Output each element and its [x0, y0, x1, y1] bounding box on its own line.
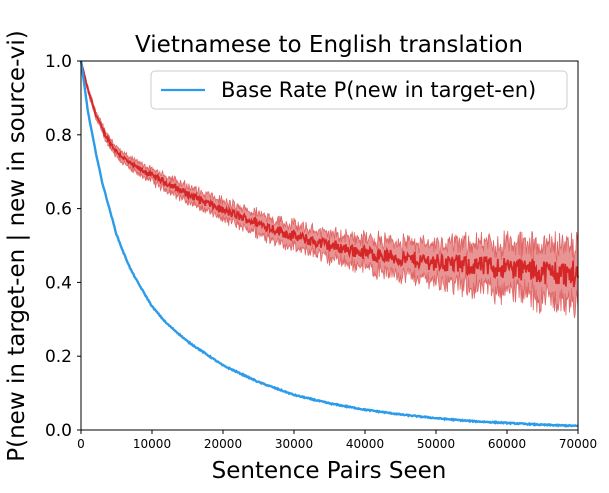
x-tick-label: 60000 [488, 437, 526, 451]
series-layer [79, 60, 579, 428]
legend-label-base-rate: Base Rate P(new in target-en) [221, 78, 536, 102]
x-axis-ticks: 0 10000 20000 30000 40000 50000 60000 70000 [77, 430, 597, 451]
x-axis-label: Sentence Pairs Seen [212, 458, 447, 484]
y-tick-label: 0.0 [45, 421, 72, 441]
y-tick-label: 1.0 [45, 52, 72, 72]
series-line-base-rate [79, 60, 579, 428]
x-tick-label: 70000 [559, 437, 597, 451]
y-tick-label: 0.2 [45, 347, 72, 367]
legend: Base Rate P(new in target-en) [150, 70, 568, 110]
y-tick-label: 0.6 [45, 200, 72, 220]
y-tick-label: 0.4 [45, 273, 72, 293]
x-tick-label: 50000 [417, 437, 455, 451]
legend-box [150, 70, 568, 110]
plot-frame [80, 60, 579, 431]
x-tick-label: 10000 [133, 437, 171, 451]
x-tick-label: 0 [77, 437, 85, 451]
x-tick-label: 40000 [346, 437, 384, 451]
y-axis-label: P(new in target-en | new in source-vi) [4, 30, 30, 461]
y-tick-label: 0.8 [45, 126, 72, 146]
x-tick-label: 20000 [204, 437, 242, 451]
y-axis-ticks: 0.0 0.2 0.4 0.6 0.8 1.0 [45, 52, 81, 441]
chart-title: Vietnamese to English translation [135, 32, 523, 58]
series-line-red [80, 60, 579, 288]
x-tick-label: 30000 [275, 437, 313, 451]
